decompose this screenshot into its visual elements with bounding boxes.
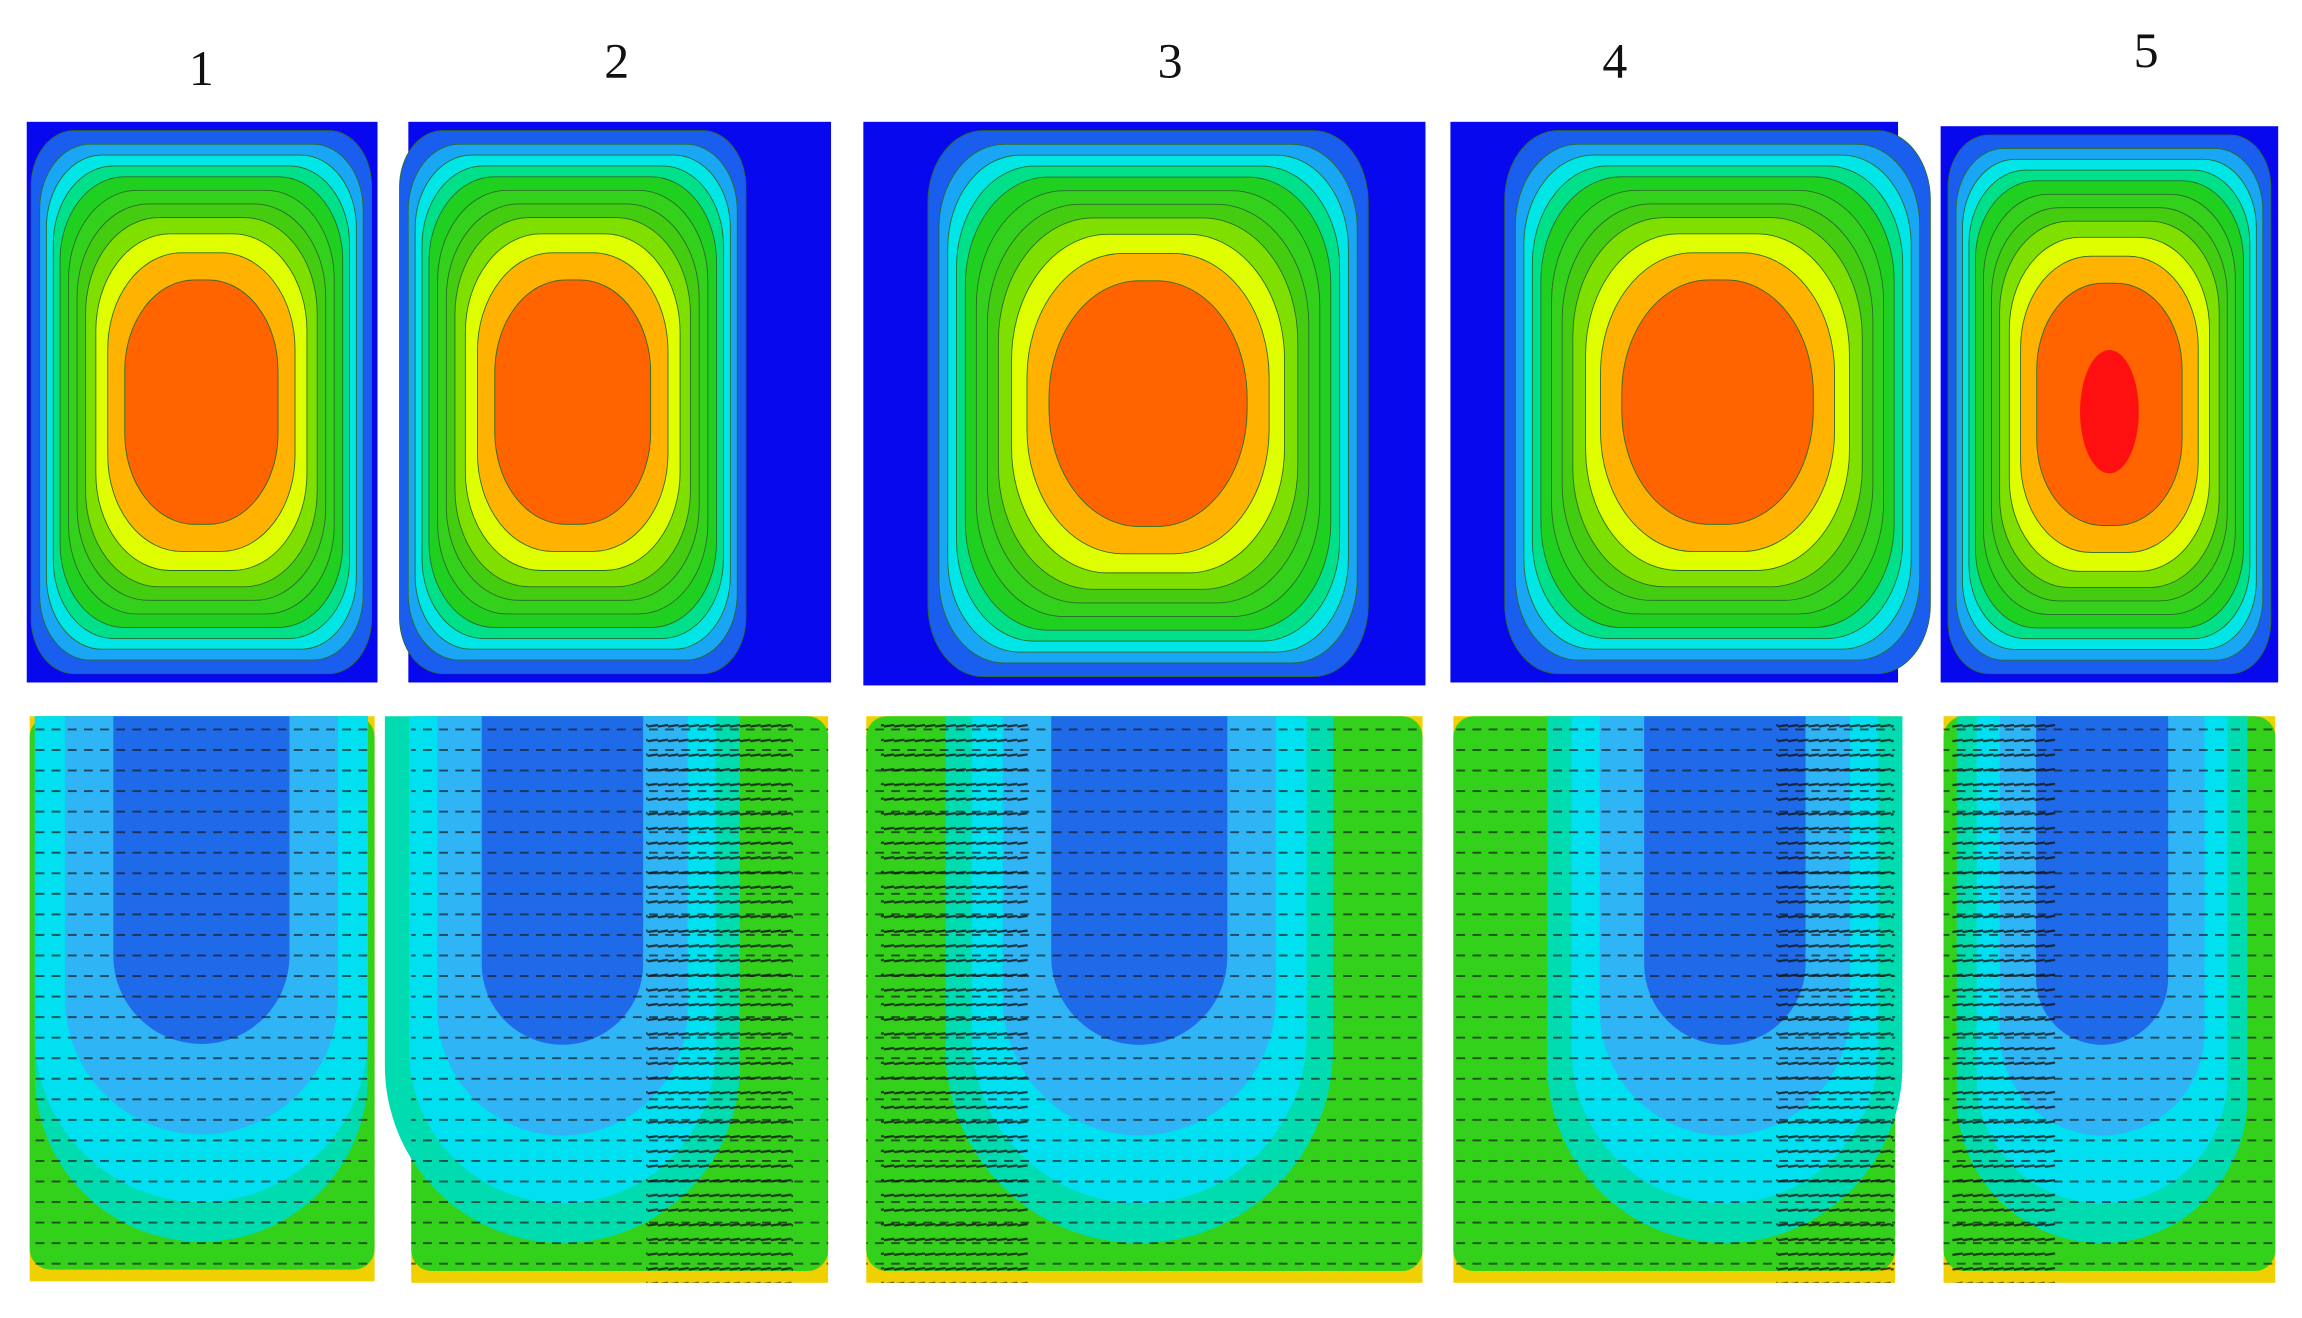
contour-peak xyxy=(2080,350,2139,474)
contour-level xyxy=(494,279,652,525)
panel-label: 2 xyxy=(604,33,629,88)
panel-label: 5 xyxy=(2134,23,2159,78)
contour-level xyxy=(1621,279,1814,525)
vector-field-dense xyxy=(646,716,793,1283)
vector-field xyxy=(29,716,375,1282)
vector-field-dense xyxy=(880,716,1028,1283)
panel-label: 3 xyxy=(1158,33,1183,88)
contour-level xyxy=(124,279,279,525)
panel-label: 4 xyxy=(1602,33,1627,88)
contour-level xyxy=(1048,280,1248,527)
vector-field-dense xyxy=(1776,716,1894,1283)
vector-field-dense xyxy=(1952,716,2056,1283)
panel-label: 1 xyxy=(189,41,214,96)
